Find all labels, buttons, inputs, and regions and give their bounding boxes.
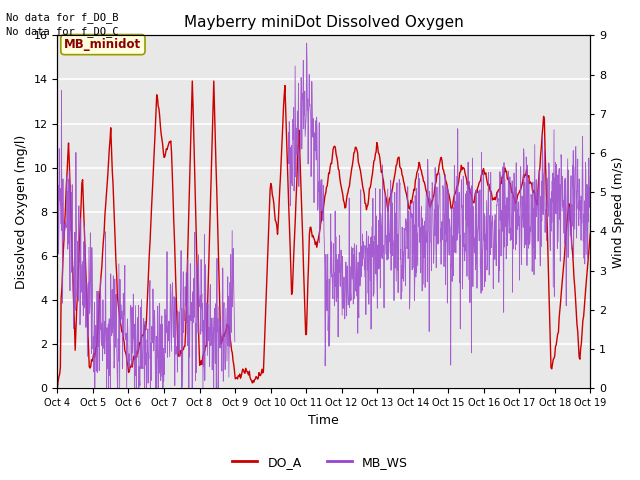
Legend: DO_A, MB_WS: DO_A, MB_WS <box>227 451 413 474</box>
Text: No data for f_DO_B: No data for f_DO_B <box>6 12 119 23</box>
Y-axis label: Wind Speed (m/s): Wind Speed (m/s) <box>612 156 625 267</box>
Text: MB_minidot: MB_minidot <box>65 38 141 51</box>
X-axis label: Time: Time <box>308 414 339 427</box>
Text: No data for f_DO_C: No data for f_DO_C <box>6 26 119 37</box>
Y-axis label: Dissolved Oxygen (mg/l): Dissolved Oxygen (mg/l) <box>15 135 28 289</box>
Title: Mayberry miniDot Dissolved Oxygen: Mayberry miniDot Dissolved Oxygen <box>184 15 464 30</box>
